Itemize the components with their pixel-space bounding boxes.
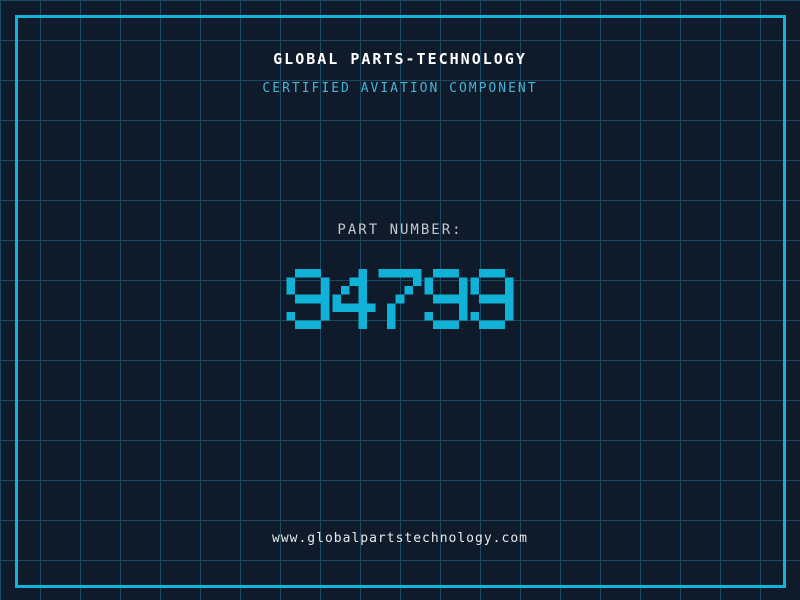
digit-glyph bbox=[470, 269, 514, 329]
certification-tagline: CERTIFIED AVIATION COMPONENT bbox=[262, 81, 538, 96]
part-number-display bbox=[0, 269, 800, 329]
digit-glyph bbox=[378, 269, 422, 329]
digit-glyph bbox=[332, 269, 376, 329]
digit-glyph bbox=[424, 269, 468, 329]
company-name: GLOBAL PARTS-TECHNOLOGY bbox=[273, 50, 527, 68]
border-frame bbox=[15, 15, 786, 588]
digit-glyph bbox=[286, 269, 330, 329]
website-url: www.globalpartstechnology.com bbox=[272, 531, 528, 546]
part-number-label: PART NUMBER: bbox=[337, 222, 463, 238]
